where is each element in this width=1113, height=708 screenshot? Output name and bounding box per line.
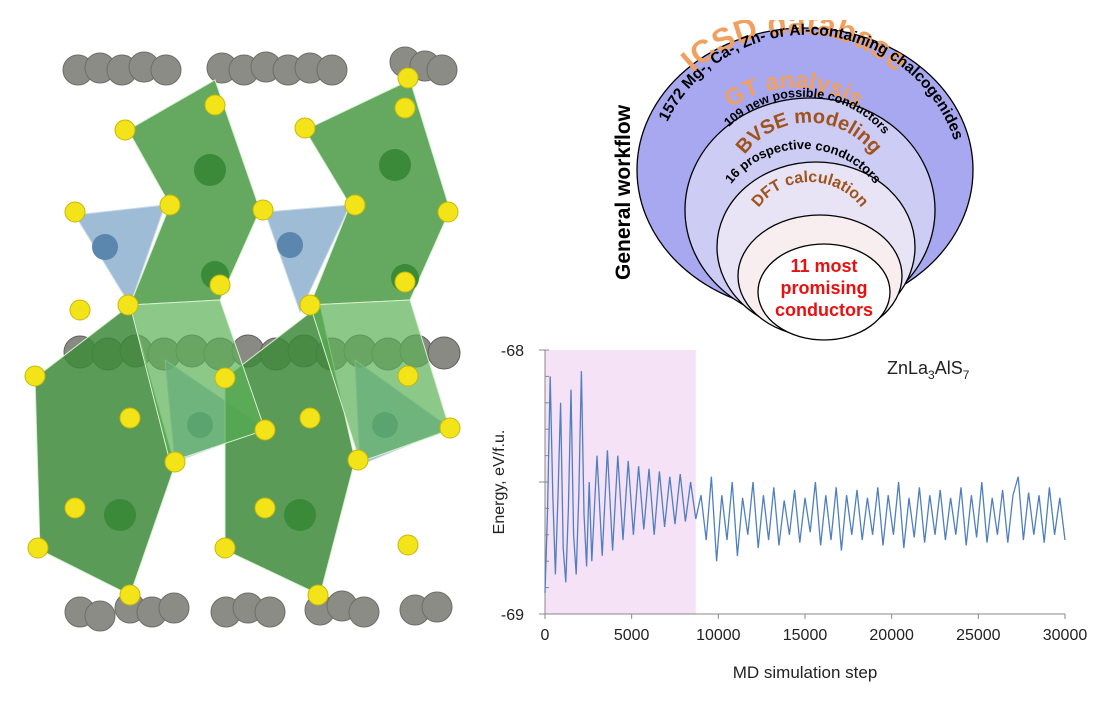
compound-annotation: ZnLa3AlS7: [887, 358, 970, 382]
x-ticks: [544, 614, 1066, 619]
x-tick-label: 30000: [1043, 627, 1088, 644]
core-line-1: 11 most: [790, 256, 857, 276]
x-tick-label: 20000: [869, 627, 914, 644]
workflow-rings: [636, 27, 974, 341]
formula-sub-1: 3: [928, 368, 935, 382]
ring-core: [757, 243, 891, 341]
x-tick-label: 0: [541, 627, 550, 644]
formula-mid: AlS: [935, 358, 963, 378]
energy-chart: -68 -69 0 5000 10000 15000 20000 25000 30000 M…: [491, 343, 1088, 682]
workflow-side-label: General workflow: [612, 104, 635, 280]
formula-base: ZnLa: [887, 358, 929, 378]
gray-atom-chain-top: [62, 46, 458, 86]
y-tick-label-bottom: -69: [501, 607, 524, 624]
x-tick-label: 15000: [783, 627, 828, 644]
highlight-region: [545, 350, 696, 614]
yellow-sulfur-atoms: [24, 67, 461, 606]
core-line-3: conductors: [775, 300, 873, 320]
x-axis-label: MD simulation step: [733, 663, 878, 682]
x-tick-label: 10000: [696, 627, 741, 644]
energy-series-line: [544, 371, 1066, 593]
core-line-2: promising: [780, 278, 867, 298]
x-tick-label: 25000: [956, 627, 1001, 644]
y-axis-label: Energy, eV/f.u.: [491, 430, 508, 535]
y-tick-label-top: -68: [501, 343, 524, 360]
core-text: 11 most promising conductors: [775, 256, 873, 320]
gray-atom-chain-bottom: [64, 590, 453, 632]
green-polyhedra: [34, 79, 451, 596]
crystal-structure-illustration: [24, 46, 461, 632]
x-tick-labels: 0 5000 10000 15000 20000 25000 30000: [541, 627, 1088, 644]
formula-sub-2: 7: [963, 368, 970, 382]
x-tick-label: 5000: [614, 627, 650, 644]
workflow-diagram: General workflow ICSD database 1572 Mg-,…: [612, 20, 974, 341]
